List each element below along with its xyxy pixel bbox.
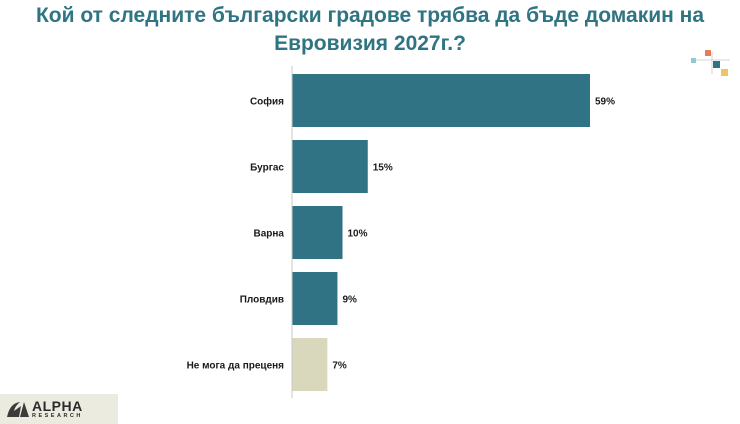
value-label-0: 59% [595, 97, 615, 108]
decorative-squares-icon [691, 50, 730, 76]
alpha-research-logo: ALPHA RESEARCH [0, 394, 118, 424]
category-label-2: Варна [254, 229, 285, 240]
value-label-2: 10% [348, 229, 368, 240]
value-label-4: 7% [332, 361, 347, 372]
category-label-4: Не мога да преценя [187, 361, 285, 372]
alpha-logo-icon [7, 402, 29, 417]
category-label-0: София [250, 96, 284, 108]
bar-4 [292, 338, 328, 391]
bar-2 [292, 206, 343, 259]
logo-wordmark: ALPHA [32, 397, 83, 414]
logo-subtitle: RESEARCH [32, 412, 83, 419]
bar-3 [292, 272, 338, 325]
value-label-1: 15% [373, 163, 393, 174]
chart-title: Кой от следните български градове трябва… [35, 4, 705, 55]
value-label-3: 9% [342, 295, 357, 306]
bar-1 [292, 140, 368, 193]
bars [292, 74, 590, 391]
bar-0 [292, 74, 590, 127]
category-labels: София Бургас Варна Пловдив Не мога да прецен… [187, 96, 285, 372]
category-label-3: Пловдив [240, 295, 284, 306]
value-labels: 59% 15% 10% 9% 7% [332, 97, 615, 372]
category-label-1: Бургас [250, 163, 284, 174]
